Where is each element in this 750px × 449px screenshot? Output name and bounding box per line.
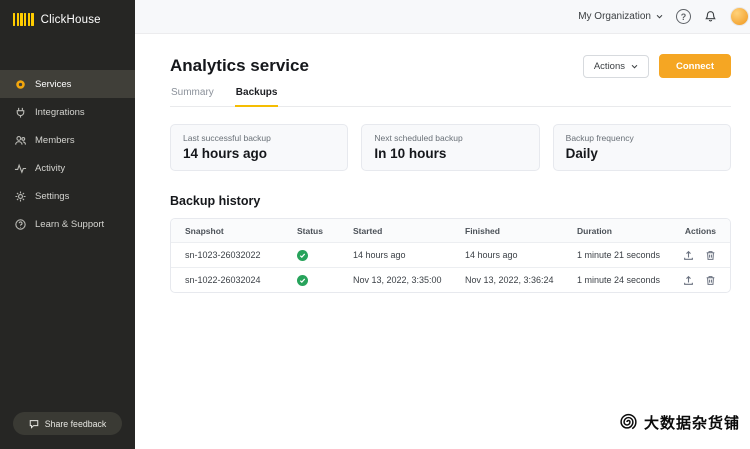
card-value: In 10 hours bbox=[374, 146, 447, 161]
actions-button[interactable]: Actions bbox=[582, 54, 649, 78]
col-started: Started bbox=[353, 225, 383, 236]
chevron-down-icon bbox=[631, 64, 638, 68]
share-feedback-button[interactable]: Share feedback bbox=[13, 412, 122, 435]
tabs: Summary Backups bbox=[170, 87, 731, 107]
watermark: 大数据杂货铺 bbox=[615, 410, 740, 434]
help-icon: ? bbox=[676, 9, 691, 24]
activity-icon bbox=[13, 161, 27, 175]
backup-history-heading: Backup history bbox=[170, 194, 261, 208]
card-next-scheduled-backup: Next scheduled backup In 10 hours bbox=[361, 124, 540, 171]
sidebar-item-label: Settings bbox=[35, 190, 70, 202]
cell-duration: 1 minute 21 seconds bbox=[577, 250, 661, 260]
services-icon bbox=[13, 77, 27, 91]
brand[interactable]: ClickHouse bbox=[0, 0, 135, 36]
chevron-down-icon bbox=[656, 14, 663, 19]
watermark-text: 大数据杂货铺 bbox=[643, 413, 740, 432]
cell-status bbox=[297, 249, 353, 261]
connect-button[interactable]: Connect bbox=[659, 54, 731, 78]
sidebar-item-label: Services bbox=[35, 78, 72, 90]
shell-logo-icon bbox=[620, 413, 637, 430]
page-title: Analytics service bbox=[170, 56, 309, 75]
restore-backup-icon[interactable] bbox=[683, 250, 694, 261]
main-area: My Organization ? Analytics service Acti… bbox=[135, 0, 750, 449]
chat-bubble-icon bbox=[29, 419, 38, 429]
col-duration: Duration bbox=[577, 225, 612, 236]
success-check-icon bbox=[297, 249, 308, 261]
cell-finished: Nov 13, 2022, 3:36:24 bbox=[465, 275, 554, 285]
sidebar-item-label: Learn & Support bbox=[35, 218, 105, 230]
col-status: Status bbox=[297, 225, 323, 236]
col-snapshot: Snapshot bbox=[185, 225, 224, 236]
tab-backups[interactable]: Backups bbox=[234, 87, 279, 107]
gear-icon bbox=[13, 189, 27, 203]
card-backup-frequency: Backup frequency Daily bbox=[552, 124, 731, 171]
help-button[interactable]: ? bbox=[676, 9, 691, 24]
restore-backup-icon[interactable] bbox=[683, 275, 694, 286]
delete-backup-icon[interactable] bbox=[705, 250, 716, 261]
sidebar-item-label: Members bbox=[35, 134, 75, 146]
success-check-icon bbox=[297, 274, 308, 286]
sidebar: ClickHouse Services Integrations Members bbox=[0, 0, 135, 449]
card-last-successful-backup: Last successful backup 14 hours ago bbox=[170, 124, 349, 171]
col-finished: Finished bbox=[465, 225, 500, 236]
cell-snapshot: sn-1022-26032024 bbox=[185, 275, 261, 285]
org-name: My Organization bbox=[578, 11, 651, 22]
cell-duration: 1 minute 24 seconds bbox=[577, 275, 661, 285]
page-header: Analytics service Actions Connect bbox=[170, 54, 731, 78]
sidebar-nav: Services Integrations Members Activity bbox=[0, 70, 135, 238]
table-row: sn-1023-26032022 14 hours ago 14 hours a… bbox=[171, 242, 730, 267]
table-header-row: Snapshot Status Started Finished Duratio… bbox=[171, 219, 730, 242]
bell-icon bbox=[705, 11, 716, 22]
card-label: Next scheduled backup bbox=[374, 133, 463, 143]
card-value: 14 hours ago bbox=[183, 146, 268, 161]
topbar: My Organization ? bbox=[135, 0, 750, 34]
actions-button-label: Actions bbox=[593, 60, 625, 72]
sidebar-item-label: Activity bbox=[35, 162, 66, 174]
table-row: sn-1022-26032024 Nov 13, 2022, 3:35:00 N… bbox=[171, 267, 730, 292]
sidebar-item-services[interactable]: Services bbox=[0, 70, 135, 98]
sidebar-item-members[interactable]: Members bbox=[0, 126, 135, 154]
notifications-button[interactable] bbox=[704, 10, 717, 23]
delete-backup-icon[interactable] bbox=[705, 275, 716, 286]
integrations-icon bbox=[13, 105, 27, 119]
backup-history-table: Snapshot Status Started Finished Duratio… bbox=[170, 218, 731, 293]
cell-snapshot: sn-1023-26032022 bbox=[185, 250, 261, 260]
sidebar-item-learn-support[interactable]: Learn & Support bbox=[0, 210, 135, 238]
card-label: Backup frequency bbox=[565, 133, 634, 143]
question-circle-icon bbox=[13, 217, 27, 231]
cell-actions bbox=[683, 275, 716, 286]
clickhouse-logo-icon bbox=[13, 13, 34, 26]
page-header-actions: Actions Connect bbox=[582, 54, 731, 78]
share-feedback-label: Share feedback bbox=[44, 418, 107, 429]
card-value: Daily bbox=[565, 146, 598, 161]
tab-summary[interactable]: Summary bbox=[171, 87, 214, 98]
org-switcher[interactable]: My Organization bbox=[578, 11, 663, 22]
sidebar-item-activity[interactable]: Activity bbox=[0, 154, 135, 182]
cell-started: 14 hours ago bbox=[353, 250, 406, 260]
sidebar-item-settings[interactable]: Settings bbox=[0, 182, 135, 210]
cell-actions bbox=[683, 250, 716, 261]
members-icon bbox=[13, 133, 27, 147]
cell-started: Nov 13, 2022, 3:35:00 bbox=[353, 275, 442, 285]
sidebar-item-label: Integrations bbox=[35, 106, 85, 118]
avatar[interactable] bbox=[730, 7, 749, 26]
col-actions: Actions bbox=[684, 225, 716, 236]
brand-name: ClickHouse bbox=[40, 13, 101, 26]
sidebar-item-integrations[interactable]: Integrations bbox=[0, 98, 135, 126]
cell-finished: 14 hours ago bbox=[465, 250, 518, 260]
summary-cards: Last successful backup 14 hours ago Next… bbox=[170, 124, 731, 171]
page-content: Analytics service Actions Connect Summar… bbox=[135, 34, 750, 449]
card-label: Last successful backup bbox=[183, 133, 271, 143]
cell-status bbox=[297, 274, 353, 286]
